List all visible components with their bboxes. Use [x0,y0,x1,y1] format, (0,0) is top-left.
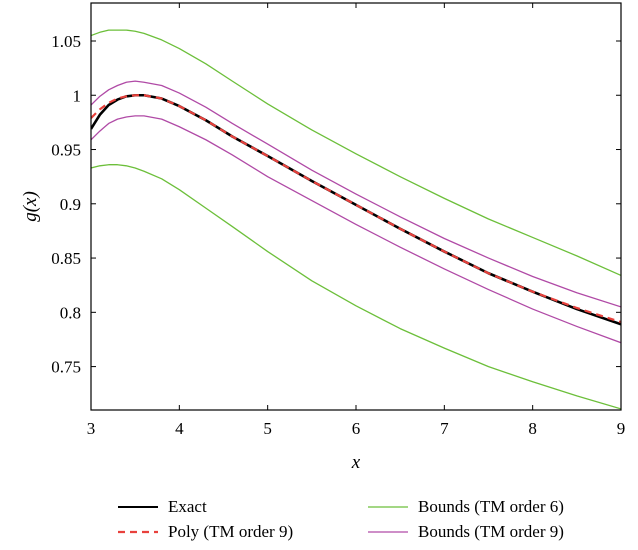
x-tick-label: 6 [352,419,361,438]
legend: Exact Poly (TM order 9) Bounds (TM order 6… [118,497,564,541]
y-axis-label: g(x) [20,191,41,222]
y-tick-label: 0.8 [60,303,81,322]
x-tick-label: 4 [175,419,184,438]
x-tick-label: 3 [87,419,96,438]
axis-ticks: 3 4 5 6 7 8 9 0.75 0.8 0.85 0.9 0.95 1 1.05 [51,3,625,438]
plot-area [91,29,621,410]
y-tick-label: 1 [73,86,82,105]
series-line-4 [91,80,621,308]
legend-label: Bounds (TM order 9) [418,522,564,541]
y-axis-label-text: g(x) [20,191,41,222]
y-tick-label: 0.95 [51,141,81,160]
series-line-1 [91,94,621,324]
y-tick-label: 0.75 [51,358,81,377]
x-tick-label: 8 [528,419,537,438]
legend-label: Poly (TM order 9) [168,522,293,541]
series-line-5 [91,115,621,344]
x-axis-label: x [351,452,361,473]
plot-frame [90,2,622,411]
x-tick-label: 5 [263,419,272,438]
series-line-0 [91,93,621,326]
y-tick-label: 0.9 [60,195,81,214]
y-tick-label: 0.85 [51,249,81,268]
legend-label: Bounds (TM order 6) [418,497,564,516]
x-tick-label: 7 [440,419,449,438]
series-line-2 [91,29,621,277]
legend-label: Exact [168,497,207,516]
x-tick-label: 9 [617,419,626,438]
series-line-3 [91,164,621,410]
y-tick-label: 1.05 [51,32,81,51]
